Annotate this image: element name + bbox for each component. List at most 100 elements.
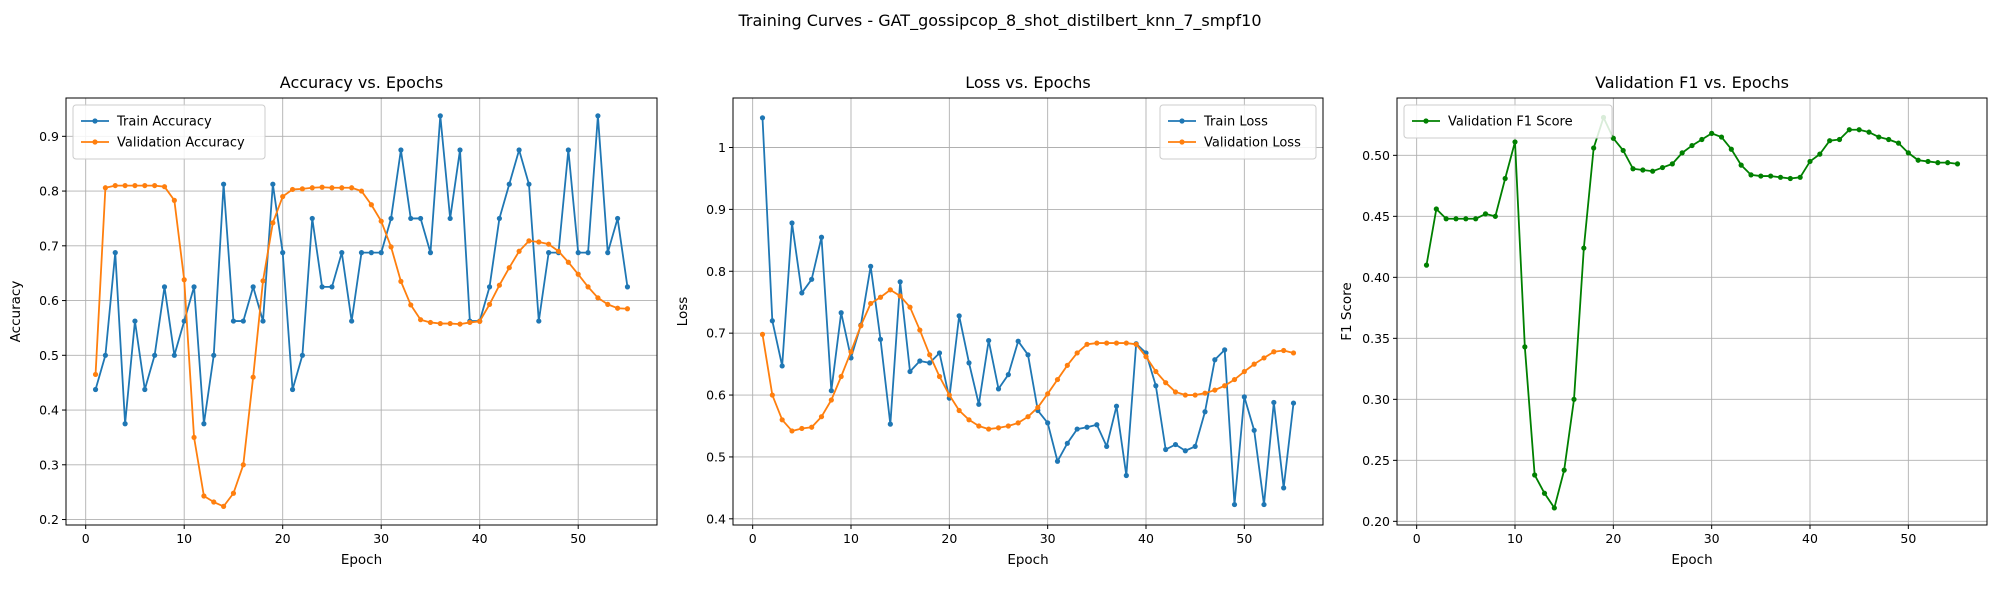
- data-point: [299, 186, 305, 192]
- data-point: [624, 306, 631, 312]
- data-point: [1281, 485, 1287, 491]
- data-point: [1015, 338, 1021, 344]
- x-axis-label: Epoch: [341, 552, 382, 568]
- data-point: [112, 182, 118, 189]
- data-point: [1084, 341, 1090, 347]
- data-point: [516, 248, 522, 254]
- data-point: [408, 215, 414, 222]
- axes-frame: [65, 97, 658, 526]
- data-point: [437, 113, 443, 119]
- data-point: [907, 368, 913, 375]
- y-tick-label: 0.7: [39, 238, 59, 253]
- x-tick-label: 10: [1507, 531, 1523, 546]
- data-point: [1522, 344, 1528, 350]
- data-point: [319, 184, 325, 190]
- y-tick-label: 0.50: [1362, 148, 1390, 163]
- x-axis-label: Epoch: [1007, 552, 1048, 568]
- data-point: [1925, 158, 1931, 165]
- data-point: [526, 238, 532, 244]
- x-tick-label: 30: [1040, 531, 1056, 546]
- data-point: [1153, 383, 1159, 389]
- data-point: [1143, 354, 1149, 360]
- data-point: [575, 271, 581, 277]
- data-point: [1163, 380, 1169, 386]
- data-point: [1182, 392, 1188, 398]
- data-point: [1231, 376, 1238, 383]
- data-point: [1787, 175, 1793, 182]
- data-point: [1290, 350, 1297, 356]
- data-point: [1659, 164, 1666, 171]
- data-point: [1551, 505, 1557, 511]
- data-point: [516, 147, 522, 153]
- axes-frame: [732, 97, 1324, 526]
- data-point: [289, 386, 296, 393]
- data-point: [250, 284, 256, 290]
- data-point: [769, 318, 775, 324]
- data-point: [486, 301, 493, 307]
- data-point: [1222, 347, 1228, 353]
- data-point: [779, 363, 785, 369]
- data-point: [1827, 138, 1833, 144]
- data-point: [1768, 173, 1774, 179]
- data-point: [1886, 136, 1892, 143]
- data-point: [1261, 501, 1267, 508]
- subplot-title: Validation F1 vs. Epochs: [1595, 73, 1789, 92]
- data-point: [329, 185, 335, 191]
- data-point: [329, 284, 335, 290]
- data-point: [280, 193, 286, 200]
- data-point: [467, 319, 473, 326]
- data-point: [799, 290, 805, 296]
- data-point: [1482, 211, 1489, 217]
- y-tick-label: 0.8: [39, 184, 59, 199]
- data-point: [1856, 127, 1862, 133]
- series-validation-loss: [759, 287, 1297, 434]
- data-point: [615, 305, 621, 311]
- data-point: [102, 352, 108, 358]
- data-point: [1231, 501, 1238, 508]
- y-tick-label: 0.6: [39, 293, 59, 308]
- series-validation-f1-score: [1423, 114, 1961, 511]
- y-tick-label: 0.30: [1362, 392, 1390, 407]
- data-point: [102, 185, 108, 191]
- data-point: [388, 215, 394, 222]
- data-point: [201, 493, 207, 499]
- data-point: [142, 386, 148, 393]
- data-point: [240, 462, 246, 468]
- data-point: [1212, 357, 1218, 363]
- data-point: [1718, 134, 1725, 140]
- legend: Train Accuracy Validation Accuracy: [72, 104, 266, 160]
- y-axis-label: Loss: [675, 297, 691, 327]
- data-point: [457, 147, 463, 153]
- x-tick-label: 10: [843, 531, 859, 546]
- data-point: [1045, 391, 1051, 397]
- data-point: [447, 320, 453, 327]
- data-point: [946, 392, 952, 398]
- legend-marker-swatch: [1179, 139, 1185, 145]
- data-point: [289, 186, 296, 193]
- data-point: [1945, 160, 1951, 166]
- data-point: [1640, 167, 1646, 173]
- data-point: [1954, 161, 1961, 167]
- data-point: [1025, 414, 1031, 420]
- data-point: [142, 182, 148, 189]
- data-point: [358, 250, 365, 256]
- data-point: [565, 147, 571, 153]
- data-point: [1005, 423, 1011, 429]
- data-point: [759, 331, 766, 337]
- data-point: [828, 397, 834, 403]
- legend-label: Train Loss: [1203, 115, 1268, 130]
- data-point: [546, 250, 552, 256]
- data-point: [976, 401, 982, 407]
- data-point: [1192, 392, 1198, 398]
- x-tick-label: 10: [176, 531, 192, 546]
- data-point: [1113, 403, 1120, 409]
- data-point: [848, 349, 854, 355]
- data-point: [378, 250, 384, 256]
- data-point: [1679, 150, 1685, 156]
- data-point: [868, 263, 874, 269]
- data-point: [191, 284, 197, 290]
- data-point: [1261, 355, 1267, 361]
- figure-suptitle: Training Curves - GAT_gossipcop_8_shot_d…: [737, 11, 1261, 31]
- data-point: [1532, 472, 1538, 478]
- subplot-3: Validation F1 vs. Epochs 0 10 20 30 40 50 0.20 0…: [1339, 73, 1988, 568]
